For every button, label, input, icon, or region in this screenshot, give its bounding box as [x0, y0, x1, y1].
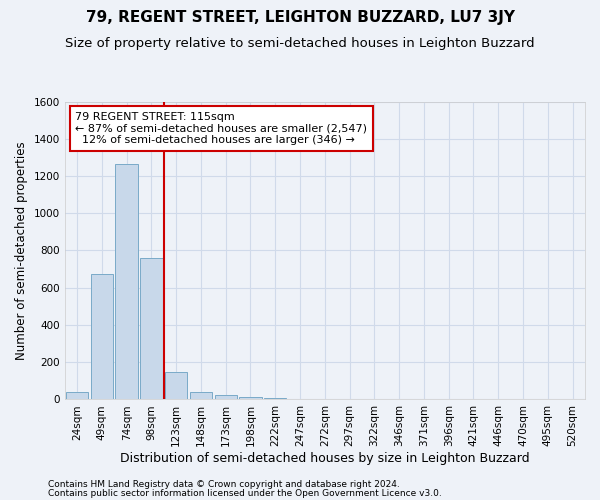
X-axis label: Distribution of semi-detached houses by size in Leighton Buzzard: Distribution of semi-detached houses by …	[120, 452, 530, 465]
Bar	[115, 164, 138, 400]
Text: Size of property relative to semi-detached houses in Leighton Buzzard: Size of property relative to semi-detach…	[65, 38, 535, 51]
Bar	[264, 398, 286, 400]
Bar	[91, 274, 113, 400]
Bar	[140, 258, 163, 400]
Bar	[66, 392, 88, 400]
Bar	[190, 392, 212, 400]
Bar	[239, 396, 262, 400]
Text: Contains public sector information licensed under the Open Government Licence v3: Contains public sector information licen…	[48, 488, 442, 498]
Text: Contains HM Land Registry data © Crown copyright and database right 2024.: Contains HM Land Registry data © Crown c…	[48, 480, 400, 489]
Bar	[215, 395, 237, 400]
Bar	[165, 372, 187, 400]
Y-axis label: Number of semi-detached properties: Number of semi-detached properties	[15, 141, 28, 360]
Text: 79 REGENT STREET: 115sqm
← 87% of semi-detached houses are smaller (2,547)
  12%: 79 REGENT STREET: 115sqm ← 87% of semi-d…	[75, 112, 367, 145]
Text: 79, REGENT STREET, LEIGHTON BUZZARD, LU7 3JY: 79, REGENT STREET, LEIGHTON BUZZARD, LU7…	[86, 10, 515, 25]
